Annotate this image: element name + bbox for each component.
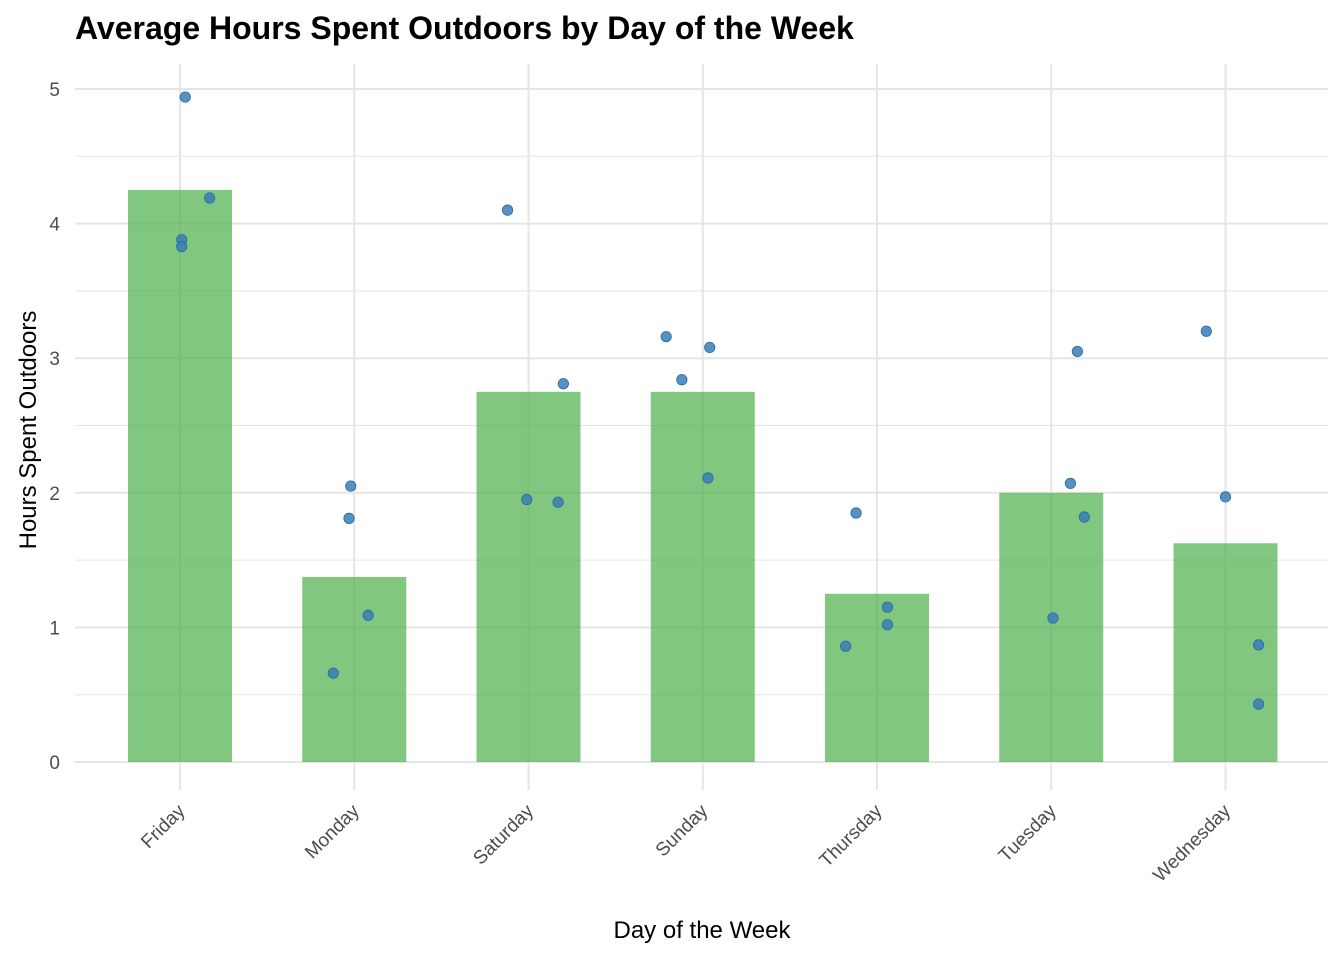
y-tick-label: 5 [49, 80, 60, 101]
bars [128, 189, 1278, 762]
y-tick-label: 3 [49, 349, 60, 370]
x-tick-label-tuesday: Tuesday [995, 800, 1061, 866]
point-friday [204, 192, 216, 204]
x-tick-label-saturday: Saturday [469, 800, 538, 869]
point-sunday [702, 472, 714, 484]
point-friday [176, 240, 188, 253]
point-sunday [704, 341, 716, 354]
point-wednesday [1253, 698, 1265, 710]
bar-thursday [825, 593, 929, 762]
bar-wednesday [1173, 543, 1278, 762]
bar-monday [302, 576, 407, 762]
y-tick-label: 1 [49, 618, 60, 639]
y-tick-label: 0 [49, 753, 60, 774]
point-thursday [881, 619, 894, 631]
y-axis-title: Hours Spent Outdoors [15, 311, 42, 550]
point-friday [179, 91, 191, 103]
x-tick-label-friday: Friday [137, 800, 190, 853]
point-saturday [557, 378, 569, 390]
bar-sunday [650, 391, 755, 762]
x-tick-labels: Friday Monday Saturday Sunday Thursday Tuesda… [137, 800, 1235, 886]
x-axis-title: Day of the Week [614, 917, 792, 944]
point-thursday [881, 601, 894, 613]
x-tick-label-monday: Monday [301, 800, 364, 863]
point-saturday [521, 493, 533, 506]
point-monday [362, 609, 374, 621]
x-tick-label-wednesday: Wednesday [1149, 800, 1235, 886]
y-tick-label: 2 [49, 484, 60, 505]
point-sunday [676, 374, 688, 386]
x-tick-label-sunday: Sunday [652, 800, 713, 861]
point-thursday [840, 640, 852, 652]
point-tuesday [1064, 477, 1077, 489]
point-thursday [850, 507, 862, 519]
y-tick-label: 4 [49, 215, 60, 236]
y-tick-labels: 0 1 2 3 4 5 [49, 80, 60, 774]
chart-title: Average Hours Spent Outdoors by Day of t… [75, 10, 854, 46]
point-tuesday [1078, 511, 1090, 523]
bar-saturday [476, 391, 581, 762]
data-points [176, 91, 1265, 710]
point-monday [327, 667, 339, 679]
point-tuesday [1071, 345, 1083, 358]
point-wednesday [1200, 325, 1212, 337]
point-tuesday [1047, 612, 1059, 624]
point-monday [343, 512, 355, 524]
point-sunday [660, 331, 672, 343]
point-saturday [501, 204, 514, 216]
point-wednesday [1253, 639, 1265, 651]
x-tick-label-thursday: Thursday [816, 800, 887, 871]
point-wednesday [1219, 491, 1232, 503]
point-saturday [552, 496, 564, 508]
point-monday [345, 480, 357, 492]
bar-tuesday [999, 492, 1104, 762]
bar-friday [128, 189, 232, 762]
